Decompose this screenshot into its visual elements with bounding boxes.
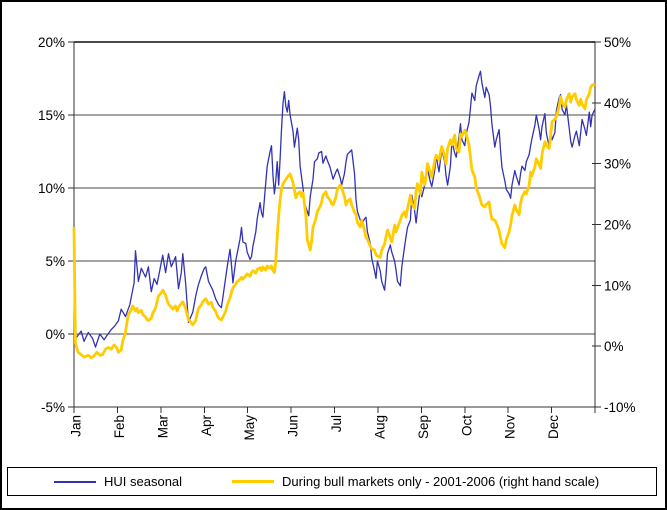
left-axis-tick-label: 15% (38, 108, 65, 123)
bull-markets-legend-label: During bull markets only - 2001-2006 (ri… (282, 474, 600, 489)
month-tick-label: Jun (286, 415, 301, 437)
left-axis-tick-label: 20% (38, 35, 65, 50)
month-tick-label: Jan (69, 415, 84, 437)
legend-item-bull-markets: During bull markets only - 2001-2006 (ri… (232, 474, 599, 489)
right-axis-tick-label: 40% (604, 96, 631, 111)
month-tick-label: Feb (112, 415, 127, 438)
left-axis-tick-label: 0% (45, 327, 65, 342)
left-axis-tick-label: 10% (38, 181, 65, 196)
chart-legend: HUI seasonal During bull markets only - … (7, 467, 657, 496)
right-axis-tick-label: 50% (604, 35, 631, 50)
bull-markets-line-sample (232, 480, 275, 483)
month-tick-label: Mar (155, 414, 170, 438)
right-axis-tick-label: 20% (604, 218, 631, 233)
right-axis-tick-label: -10% (604, 400, 636, 415)
month-tick-label: Aug (372, 415, 387, 439)
right-axis-tick-label: 10% (604, 278, 631, 293)
left-axis-tick-label: -5% (41, 400, 65, 415)
hui-seasonal-legend-label: HUI seasonal (104, 474, 183, 489)
month-tick-label: Sep (416, 415, 431, 439)
bull-markets-line (72, 82, 596, 360)
left-axis-tick-label: 5% (45, 254, 65, 269)
right-axis-tick-label: 0% (604, 339, 624, 354)
legend-item-hui-seasonal: HUI seasonal (54, 474, 182, 489)
seasonal-line-chart: 20% 15% 10% 5% 0% -5% 50% 40% 30% 20% 10% 0% -10% Jan… (38, 35, 636, 441)
month-tick-label: Nov (503, 415, 518, 439)
month-tick-label: Dec (546, 415, 561, 439)
month-tick-label: Jul (329, 415, 344, 432)
right-axis-tick-label: 30% (604, 157, 631, 172)
hui-seasonal-line-sample (54, 480, 96, 483)
month-tick-label: May (242, 415, 257, 441)
month-tick-label: Oct (459, 415, 474, 436)
month-tick-label: Apr (199, 415, 214, 437)
